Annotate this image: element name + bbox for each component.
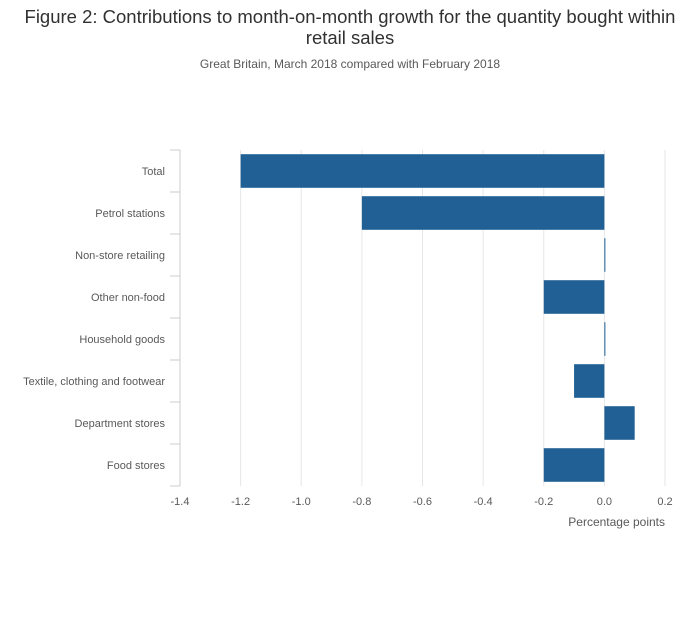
category-label: Household goods	[79, 334, 165, 346]
x-tick-label: 0.2	[657, 496, 672, 508]
category-label: Other non-food	[91, 292, 165, 304]
bar	[543, 448, 605, 482]
x-axis-title: Percentage points	[568, 515, 665, 529]
chart-subtitle: Great Britain, March 2018 compared with …	[199, 57, 501, 71]
x-tick-label: -0.2	[534, 496, 553, 508]
category-label: Textile, clothing and footwear	[23, 376, 165, 388]
bar	[604, 322, 606, 356]
bar	[604, 238, 606, 272]
bar	[361, 196, 605, 230]
bar	[543, 280, 605, 314]
chart-title: Figure 2: Contributions to month-on-mont…	[24, 6, 676, 48]
x-tick-label: -1.4	[171, 496, 190, 508]
x-tick-label: 0.0	[597, 496, 612, 508]
x-tick-label: -0.4	[474, 496, 493, 508]
x-tick-label: -1.2	[231, 496, 250, 508]
category-label: Petrol stations	[95, 208, 165, 220]
x-tick-label: -1.0	[292, 496, 311, 508]
category-label: Food stores	[107, 460, 166, 472]
axes: -1.4 -1.2 -1.0 -0.8 -0.6 -0.4 -0.2 0.0 0.2 Total P…	[23, 149, 673, 508]
category-label: Non-store retailing	[75, 250, 165, 262]
category-label: Total	[142, 166, 165, 178]
bar	[240, 154, 605, 188]
category-label: Department stores	[75, 418, 166, 430]
bar	[574, 364, 605, 398]
bar	[604, 406, 635, 440]
x-tick-label: -0.6	[413, 496, 432, 508]
bars	[240, 154, 635, 482]
x-tick-label: -0.8	[352, 496, 371, 508]
